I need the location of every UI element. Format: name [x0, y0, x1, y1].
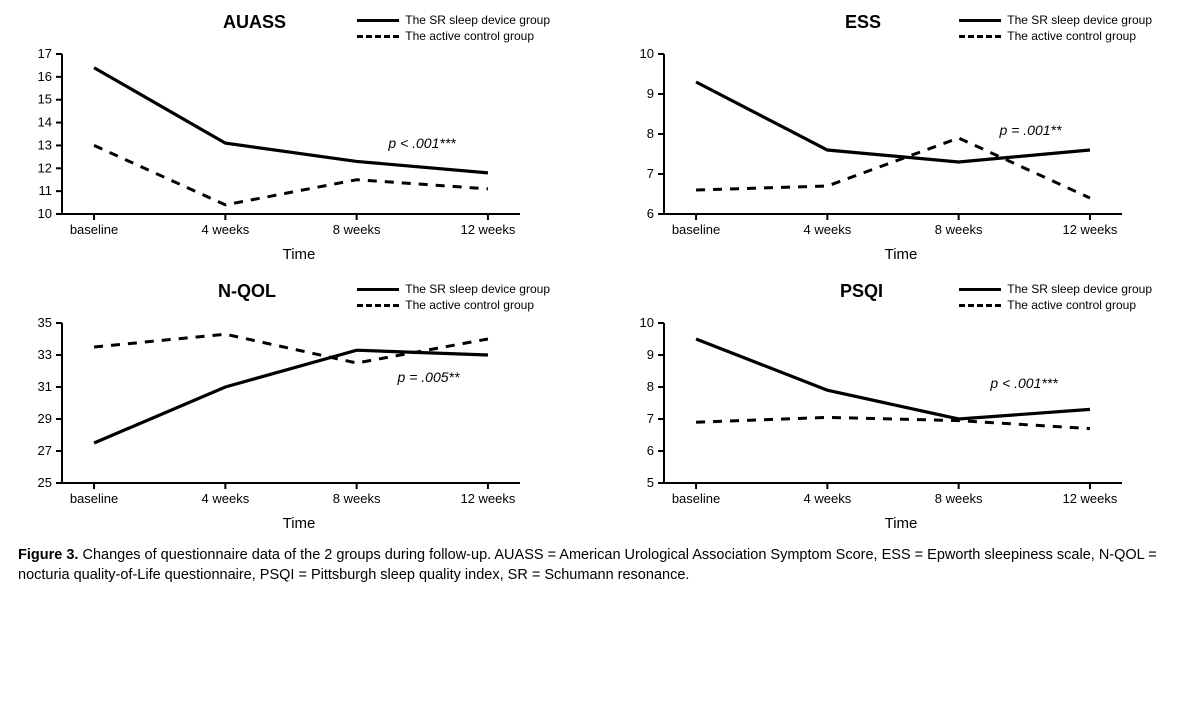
panel-auass: AUASS The SR sleep device group The acti…	[18, 12, 580, 263]
panel-nqol: N-QOL The SR sleep device group The acti…	[18, 281, 580, 532]
svg-text:5: 5	[647, 475, 654, 490]
legend: The SR sleep device group The active con…	[357, 12, 550, 44]
legend-swatch-solid-icon	[357, 288, 399, 291]
svg-text:6: 6	[647, 206, 654, 221]
svg-text:16: 16	[38, 69, 52, 84]
legend-swatch-solid-icon	[959, 19, 1001, 22]
plot-wrap: 5 6 7 8 9 10 baseline 4 weeks 8 weeks 12 weeks p …	[620, 313, 1182, 513]
svg-text:8 weeks: 8 weeks	[333, 222, 381, 237]
svg-text:29: 29	[38, 411, 52, 426]
plot-svg: 5 6 7 8 9 10 baseline 4 weeks 8 weeks 12 weeks	[620, 313, 1140, 513]
legend-item-dashed: The active control group	[357, 297, 550, 313]
legend: The SR sleep device group The active con…	[357, 281, 550, 313]
legend-swatch-dashed-icon	[357, 35, 399, 38]
legend-label: The SR sleep device group	[405, 281, 550, 297]
svg-text:15: 15	[38, 92, 52, 107]
svg-text:baseline: baseline	[70, 491, 118, 506]
x-axis-label: Time	[620, 246, 1182, 263]
legend-item-solid: The SR sleep device group	[959, 12, 1152, 28]
svg-text:12 weeks: 12 weeks	[1062, 491, 1117, 506]
svg-text:8 weeks: 8 weeks	[935, 222, 983, 237]
caption-text: Changes of questionnaire data of the 2 g…	[18, 547, 1157, 583]
svg-text:9: 9	[647, 347, 654, 362]
legend-item-solid: The SR sleep device group	[357, 12, 550, 28]
p-value: p = .001**	[1000, 122, 1062, 138]
p-value: p = .005**	[398, 369, 460, 385]
svg-text:33: 33	[38, 347, 52, 362]
legend-label: The active control group	[405, 28, 534, 44]
legend-swatch-dashed-icon	[357, 304, 399, 307]
svg-text:13: 13	[38, 137, 52, 152]
legend-swatch-solid-icon	[959, 288, 1001, 291]
svg-text:25: 25	[38, 475, 52, 490]
legend-swatch-dashed-icon	[959, 35, 1001, 38]
svg-text:9: 9	[647, 86, 654, 101]
legend-swatch-dashed-icon	[959, 304, 1001, 307]
svg-text:10: 10	[640, 315, 654, 330]
svg-text:14: 14	[38, 115, 52, 130]
plot-wrap: 25 27 29 31 33 35 baseline 4 weeks 8 weeks 12 wee…	[18, 313, 580, 513]
plot-svg: 25 27 29 31 33 35 baseline 4 weeks 8 weeks 12 wee…	[18, 313, 538, 513]
panel-title: AUASS	[223, 12, 286, 33]
svg-text:baseline: baseline	[672, 222, 720, 237]
figure-caption: Figure 3. Changes of questionnaire data …	[18, 546, 1182, 585]
plot-wrap: 6 7 8 9 10 baseline 4 weeks 8 weeks 12 weeks p =…	[620, 44, 1182, 244]
x-axis-label: Time	[18, 515, 580, 532]
legend-item-solid: The SR sleep device group	[959, 281, 1152, 297]
legend-item-dashed: The active control group	[959, 297, 1152, 313]
svg-text:17: 17	[38, 46, 52, 61]
chart-grid: AUASS The SR sleep device group The acti…	[18, 12, 1182, 532]
svg-text:8 weeks: 8 weeks	[333, 491, 381, 506]
svg-text:6: 6	[647, 443, 654, 458]
plot-wrap: 10 11 12 13 14 15 16 17 baseline 4 weeks 8 weeks 12…	[18, 44, 580, 244]
svg-text:27: 27	[38, 443, 52, 458]
svg-text:12 weeks: 12 weeks	[1062, 222, 1117, 237]
legend: The SR sleep device group The active con…	[959, 12, 1152, 44]
svg-text:7: 7	[647, 411, 654, 426]
p-value: p < .001***	[990, 375, 1057, 391]
legend-label: The active control group	[405, 297, 534, 313]
svg-text:7: 7	[647, 166, 654, 181]
caption-lead: Figure 3.	[18, 547, 78, 563]
panel-psqi: PSQI The SR sleep device group The activ…	[620, 281, 1182, 532]
x-axis-label: Time	[620, 515, 1182, 532]
svg-text:10: 10	[640, 46, 654, 61]
svg-text:8: 8	[647, 379, 654, 394]
legend-label: The SR sleep device group	[1007, 281, 1152, 297]
legend-item-dashed: The active control group	[959, 28, 1152, 44]
p-value: p < .001***	[388, 135, 455, 151]
svg-text:8: 8	[647, 126, 654, 141]
panel-title: ESS	[845, 12, 881, 33]
legend-swatch-solid-icon	[357, 19, 399, 22]
legend: The SR sleep device group The active con…	[959, 281, 1152, 313]
plot-svg: 6 7 8 9 10 baseline 4 weeks 8 weeks 12 weeks	[620, 44, 1140, 244]
legend-label: The SR sleep device group	[405, 12, 550, 28]
svg-text:4 weeks: 4 weeks	[202, 222, 250, 237]
panel-title: N-QOL	[218, 281, 276, 302]
legend-item-dashed: The active control group	[357, 28, 550, 44]
panel-ess: ESS The SR sleep device group The active…	[620, 12, 1182, 263]
svg-text:35: 35	[38, 315, 52, 330]
svg-text:10: 10	[38, 206, 52, 221]
svg-text:4 weeks: 4 weeks	[804, 491, 852, 506]
legend-item-solid: The SR sleep device group	[357, 281, 550, 297]
x-axis-label: Time	[18, 246, 580, 263]
svg-text:4 weeks: 4 weeks	[804, 222, 852, 237]
panel-title: PSQI	[840, 281, 883, 302]
legend-label: The SR sleep device group	[1007, 12, 1152, 28]
plot-svg: 10 11 12 13 14 15 16 17 baseline 4 weeks 8 weeks 12…	[18, 44, 538, 244]
svg-text:baseline: baseline	[672, 491, 720, 506]
svg-text:4 weeks: 4 weeks	[202, 491, 250, 506]
legend-label: The active control group	[1007, 28, 1136, 44]
svg-text:11: 11	[39, 183, 53, 198]
svg-text:12 weeks: 12 weeks	[460, 222, 515, 237]
svg-text:baseline: baseline	[70, 222, 118, 237]
svg-text:12 weeks: 12 weeks	[460, 491, 515, 506]
legend-label: The active control group	[1007, 297, 1136, 313]
svg-text:8 weeks: 8 weeks	[935, 491, 983, 506]
svg-text:31: 31	[38, 379, 52, 394]
svg-text:12: 12	[38, 160, 52, 175]
